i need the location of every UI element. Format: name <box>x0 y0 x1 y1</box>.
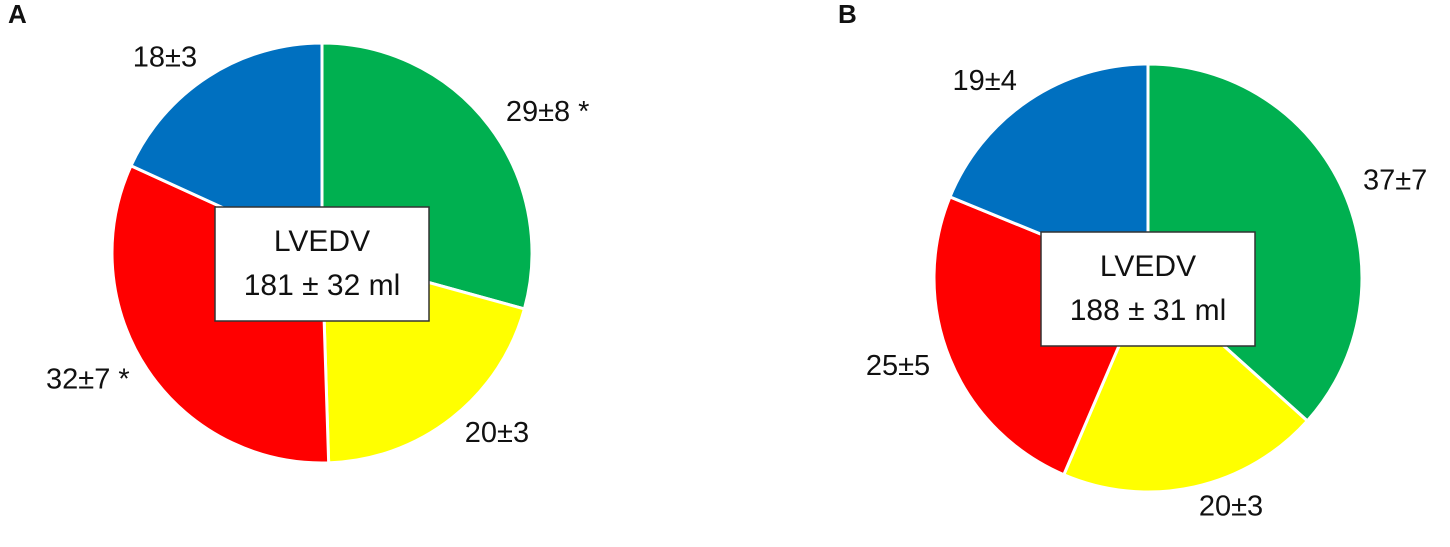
value-label: 32±7 * <box>46 364 130 396</box>
value-label: 20±3 <box>465 417 529 449</box>
center-text: 188 ± 31 ml <box>1070 294 1227 327</box>
value-label: 25±5 <box>866 350 930 382</box>
value-label: 37±7 <box>1363 165 1427 197</box>
center-box <box>1040 231 1256 347</box>
value-label: 29±8 * <box>506 96 590 128</box>
panel-label: B <box>838 0 857 29</box>
value-label: 18±3 <box>133 41 197 73</box>
center-text: 181 ± 32 ml <box>244 269 401 302</box>
value-label: 20±3 <box>1199 490 1263 522</box>
center-text: LVEDV <box>1100 250 1196 283</box>
value-label: 19±4 <box>953 65 1017 97</box>
center-box <box>214 206 430 322</box>
pie-slice <box>128 41 324 256</box>
pie-slice <box>1061 275 1310 494</box>
pie-slice <box>948 62 1150 281</box>
center-text: LVEDV <box>274 225 370 258</box>
panel-label: A <box>8 0 27 29</box>
